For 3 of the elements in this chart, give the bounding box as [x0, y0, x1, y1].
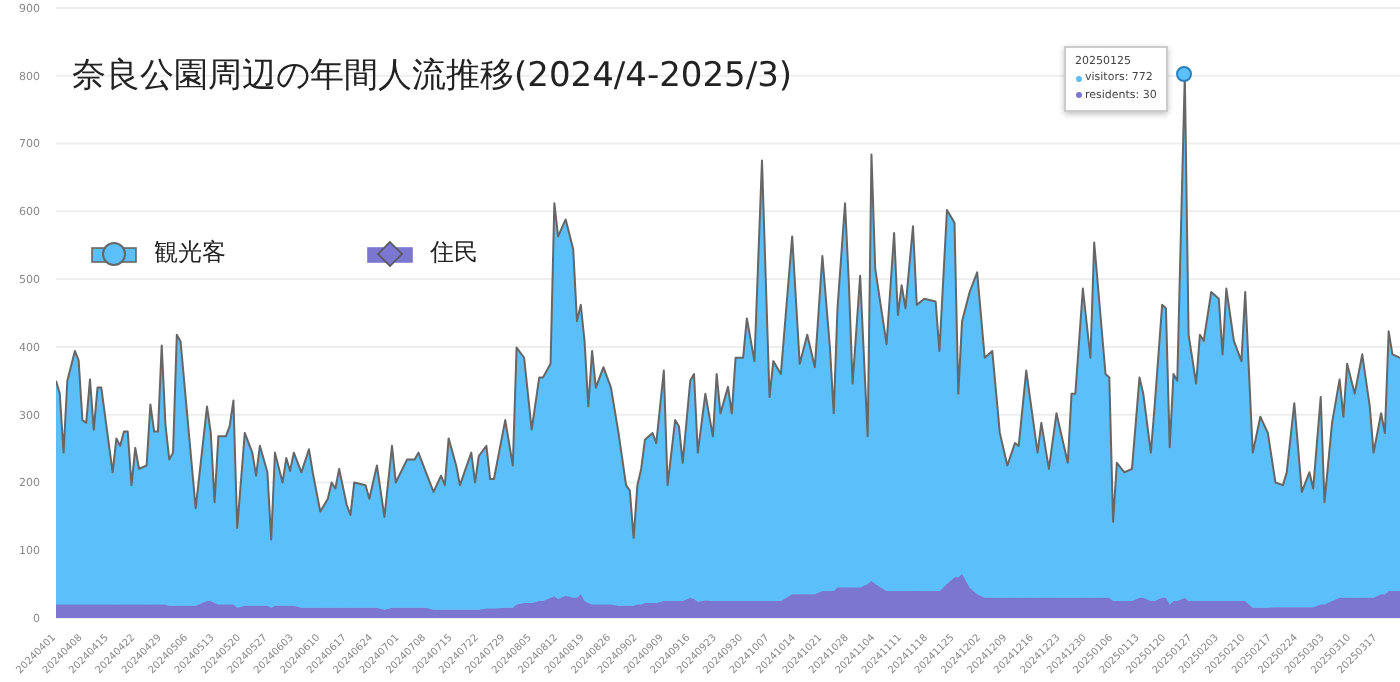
text: 奈良公園周辺の年間人流推移(2024/4-2025/3) — [72, 54, 793, 98]
legend-label: 観光客 — [154, 236, 226, 270]
legend-label: 住民 — [430, 236, 478, 270]
